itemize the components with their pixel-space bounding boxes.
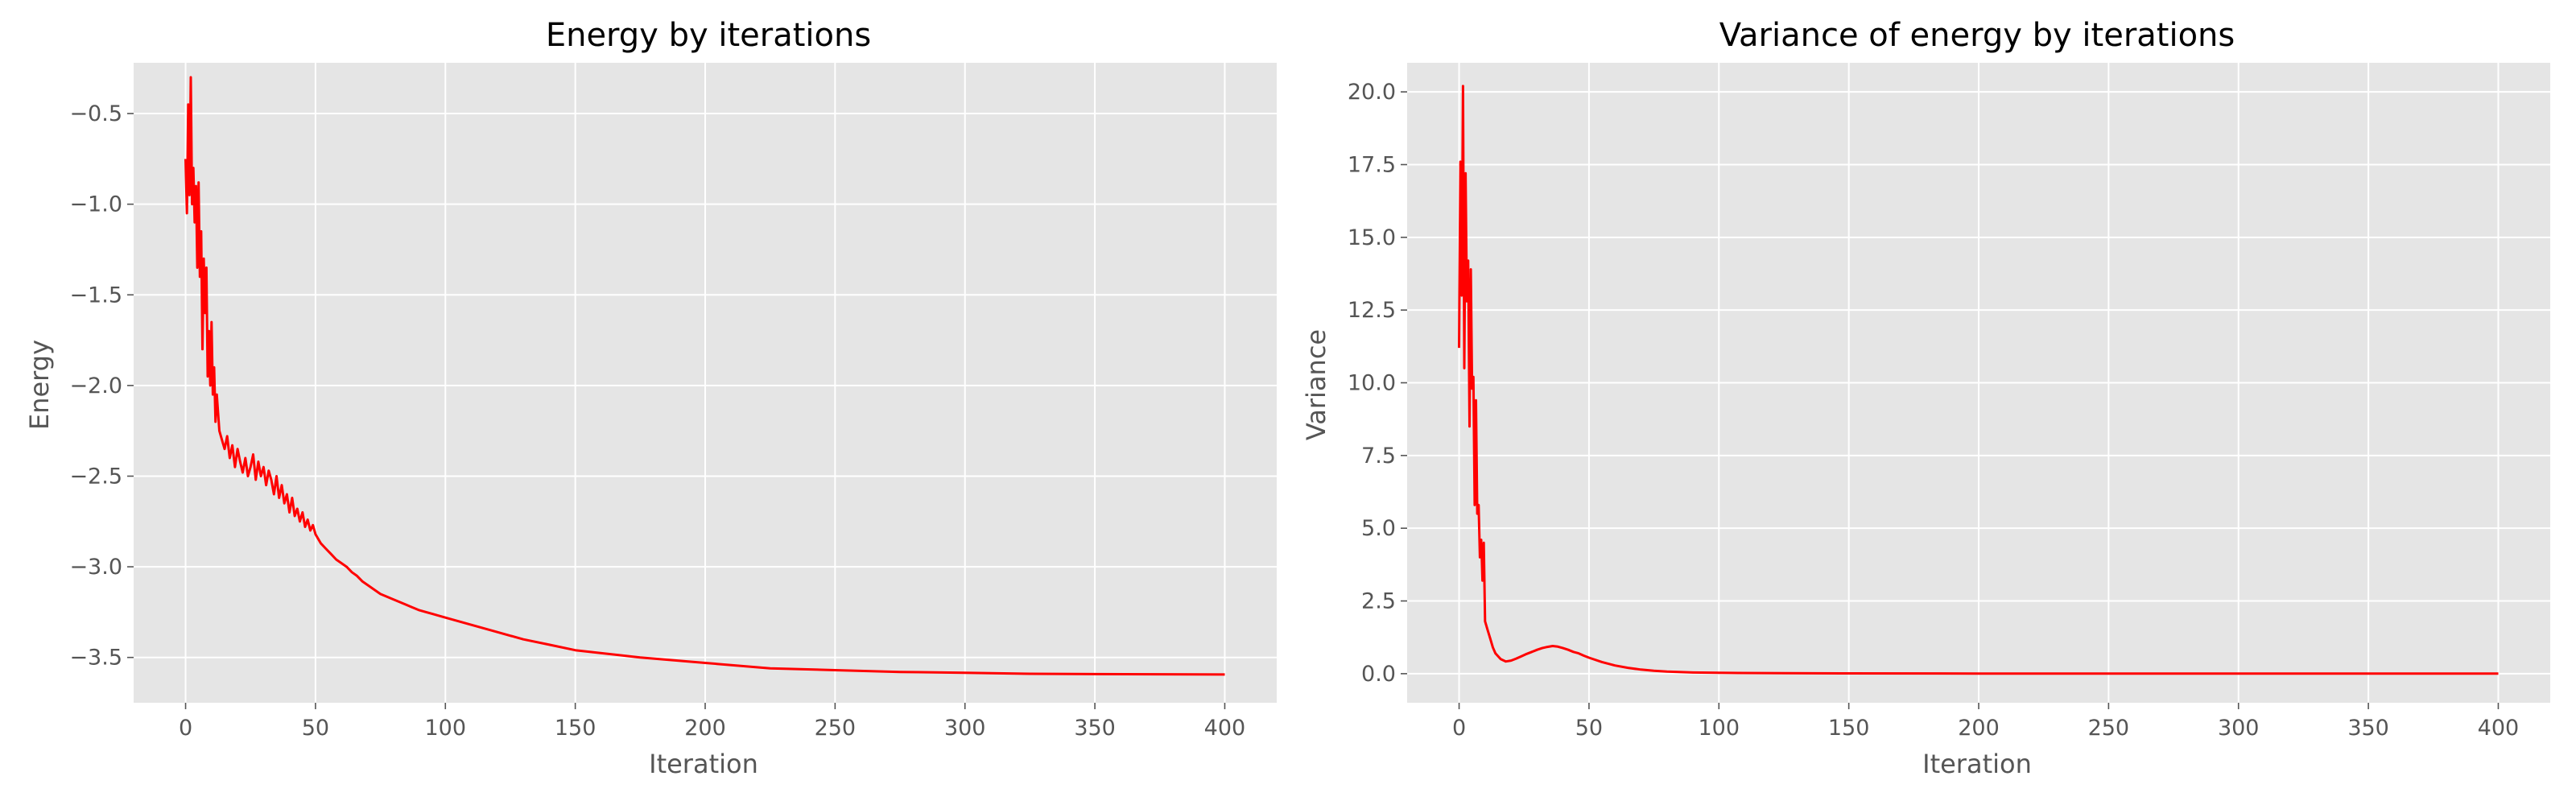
- variance-chart-panel: Variance of energy by iterations Iterati…: [1301, 17, 2550, 779]
- variance-y-tick-label: 7.5: [1361, 444, 1396, 469]
- variance-y-tick-label: 15.0: [1348, 225, 1396, 250]
- variance-x-tick-label: 350: [2347, 716, 2389, 741]
- energy-chart-ylabel: Energy: [24, 340, 55, 430]
- variance-chart-title: Variance of energy by iterations: [1719, 17, 2235, 54]
- energy-y-tick-label: −1.0: [69, 192, 122, 217]
- variance-x-tick-label: 400: [2478, 716, 2520, 741]
- variance-x-tick-label: 250: [2088, 716, 2130, 741]
- variance-y-tick-label: 20.0: [1348, 80, 1396, 105]
- variance-x-tick-label: 50: [1575, 716, 1603, 741]
- energy-x-tick-label: 400: [1204, 716, 1246, 741]
- variance-y-tick-label: 2.5: [1361, 589, 1396, 614]
- variance-chart-ylabel: Variance: [1301, 329, 1331, 440]
- variance-y-tick-label: 10.0: [1348, 371, 1396, 396]
- energy-x-tick-label: 100: [424, 716, 466, 741]
- energy-chart-title: Energy by iterations: [546, 17, 871, 54]
- energy-x-tick-label: 150: [555, 716, 597, 741]
- energy-x-tick-label: 50: [302, 716, 329, 741]
- variance-x-tick-label: 200: [1958, 716, 2000, 741]
- energy-y-tick-label: −3.0: [69, 555, 122, 580]
- variance-x-tick-label: 0: [1452, 716, 1466, 741]
- variance-x-tick-label: 100: [1698, 716, 1740, 741]
- energy-chart-panel: Energy by iterations Iteration Energy 0 5…: [24, 17, 1277, 779]
- variance-x-tick-label: 300: [2218, 716, 2260, 741]
- energy-x-tick-label: 300: [944, 716, 986, 741]
- energy-x-tick-label: 350: [1074, 716, 1116, 741]
- energy-y-tick-label: −3.5: [69, 646, 122, 671]
- variance-chart-xlabel: Iteration: [1922, 749, 2032, 779]
- variance-x-tick-label: 150: [1828, 716, 1870, 741]
- energy-y-tick-label: −2.5: [69, 464, 122, 489]
- energy-series-line: [184, 76, 1225, 676]
- energy-y-tick-label: −0.5: [69, 101, 122, 126]
- variance-y-tick-label: 17.5: [1348, 152, 1396, 177]
- energy-y-tick-label: −1.5: [69, 283, 122, 308]
- energy-chart-xlabel: Iteration: [649, 749, 758, 779]
- variance-series-line: [1458, 85, 2499, 675]
- energy-x-tick-label: 250: [815, 716, 857, 741]
- variance-y-tick-label: 12.5: [1348, 298, 1396, 323]
- variance-y-tick-label: 0.0: [1361, 662, 1396, 687]
- energy-y-tick-label: −2.0: [69, 374, 122, 398]
- energy-x-tick-label: 0: [179, 716, 192, 741]
- variance-y-tick-label: 5.0: [1361, 516, 1396, 541]
- energy-x-tick-label: 200: [684, 716, 726, 741]
